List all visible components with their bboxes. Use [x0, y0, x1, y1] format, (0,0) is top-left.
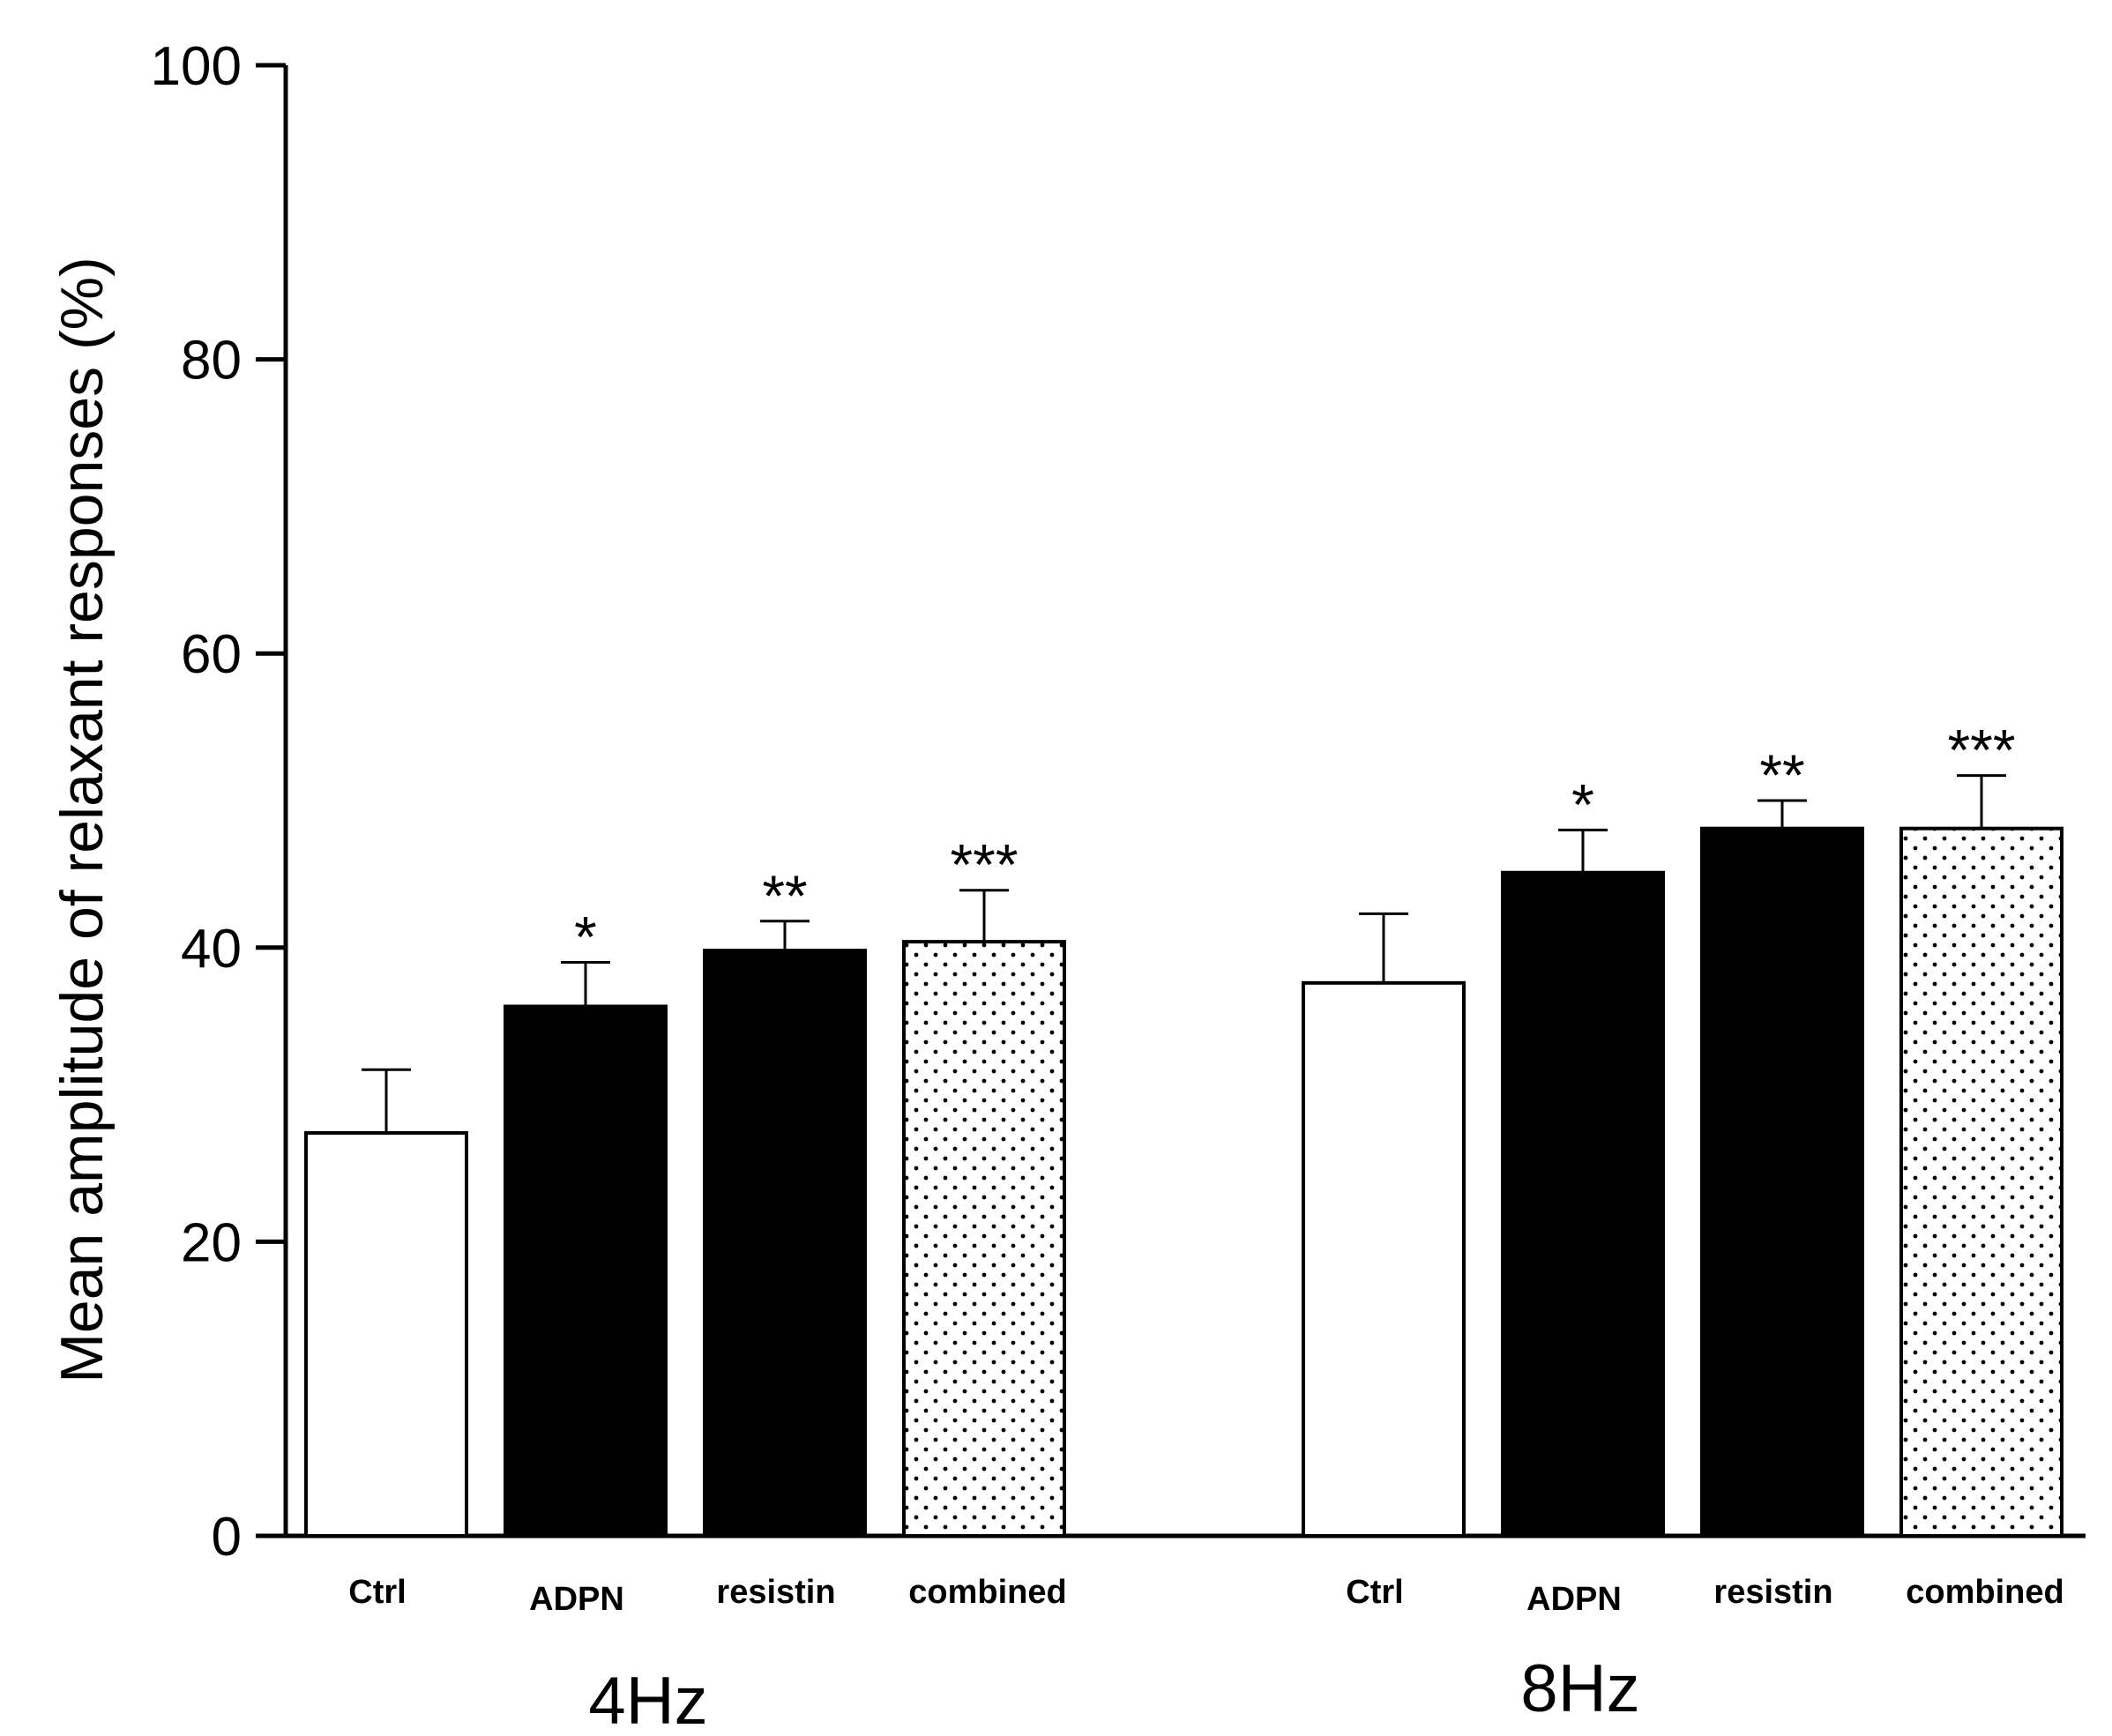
bar-8Hz-combined — [1899, 826, 2063, 1538]
y-tick-label-40: 40 — [181, 919, 242, 980]
error-bars — [362, 774, 2006, 1133]
bars — [304, 826, 2063, 1539]
y-tick-label-80: 80 — [181, 331, 242, 391]
bar-8Hz-resistin — [1700, 826, 1864, 1538]
y-ticks: 0 20 40 60 80 100 — [151, 36, 286, 1568]
y-tick-label-60: 60 — [181, 624, 242, 685]
significance-4Hz-combined: *** — [950, 832, 1018, 898]
category-label-8Hz-combined: combined — [1906, 1574, 2063, 1611]
category-labels: Ctrl ADPN resistin combined Ctrl ADPN resistin… — [348, 1574, 2063, 1618]
significance-8Hz-resistin: ** — [1759, 742, 1804, 808]
significance-8Hz-combined: *** — [1947, 718, 2015, 783]
group-label-8Hz: 8Hz — [1520, 1651, 1639, 1726]
significance-markers: *** **** ** *** — [574, 718, 2015, 970]
bar-4Hz-Ctrl — [304, 1130, 468, 1539]
y-tick-label-100: 100 — [151, 36, 242, 97]
bar-4Hz-combined — [902, 940, 1066, 1539]
category-label-8Hz-Ctrl: Ctrl — [1346, 1574, 1403, 1611]
category-label-4Hz-combined: combined — [908, 1574, 1066, 1611]
category-label-4Hz-resistin: resistin — [716, 1574, 835, 1611]
group-label-4Hz: 4Hz — [588, 1664, 707, 1736]
category-label-4Hz-Ctrl: Ctrl — [348, 1574, 406, 1611]
y-tick-label-0: 0 — [212, 1507, 242, 1568]
y-axis-label: Mean amplitude of relaxant responses (%) — [49, 257, 116, 1383]
significance-8Hz-ADPN: * — [1571, 771, 1594, 837]
significance-4Hz-ADPN: * — [574, 904, 597, 969]
significance-4Hz-resistin: ** — [762, 863, 807, 928]
group-labels: 4Hz 8Hz — [588, 1651, 1639, 1736]
bar-8Hz-ADPN — [1501, 870, 1665, 1538]
bar-4Hz-ADPN — [504, 1004, 668, 1538]
y-tick-label-20: 20 — [181, 1212, 242, 1273]
category-label-8Hz-resistin: resistin — [1713, 1574, 1832, 1611]
category-label-8Hz-ADPN: ADPN — [1526, 1581, 1622, 1618]
bar-8Hz-Ctrl — [1302, 980, 1466, 1539]
category-label-4Hz-ADPN: ADPN — [529, 1581, 624, 1618]
bar-4Hz-resistin — [703, 949, 867, 1538]
